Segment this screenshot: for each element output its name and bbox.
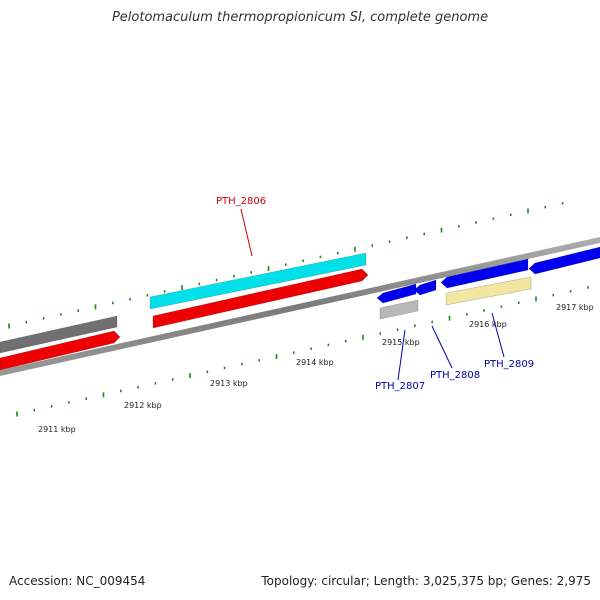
feature-blue-right: [528, 246, 600, 275]
pth-2807-label: PTH_2807: [375, 381, 425, 392]
pth-2808-leader: [431, 325, 453, 369]
gene-features: [0, 246, 600, 371]
feature-gray-left: [0, 315, 118, 354]
genome-backbone: [0, 237, 600, 376]
tick-label-2912: 2912 kbp: [124, 401, 162, 410]
feature-blue-pth-2808: [413, 279, 437, 296]
feature-yellow-pth-2809: [445, 276, 532, 306]
feature-cyan-pth-2806: [149, 252, 367, 310]
tick-label-2915: 2915 kbp: [382, 338, 420, 347]
accession-text: Accession: NC_009454: [9, 574, 146, 588]
pth-2807-leader: [397, 329, 406, 381]
feature-gray-pth-2807: [379, 299, 419, 320]
tick-label-2911: 2911 kbp: [38, 425, 76, 434]
pth-2806-label: PTH_2806: [216, 196, 266, 207]
minor-ticks: [8, 202, 589, 417]
feature-red-pth-2806: [152, 268, 369, 329]
pth-2808-label: PTH_2808: [430, 370, 480, 381]
tick-label-2916: 2916 kbp: [469, 320, 507, 329]
tick-label-2917: 2917 kbp: [556, 303, 594, 312]
tick-label-2914: 2914 kbp: [296, 358, 334, 367]
page-title: Pelotomaculum thermopropionicum SI, comp…: [111, 10, 489, 25]
pth-2806-leader: [240, 208, 253, 257]
feature-blue-pth-2809: [440, 258, 529, 289]
feature-red-left: [0, 330, 121, 371]
genome-summary-text: Topology: circular; Length: 3,025,375 bp…: [261, 574, 591, 588]
pth-2809-leader: [491, 312, 505, 358]
pth-2809-label: PTH_2809: [484, 359, 534, 370]
tick-label-2913: 2913 kbp: [210, 379, 248, 388]
